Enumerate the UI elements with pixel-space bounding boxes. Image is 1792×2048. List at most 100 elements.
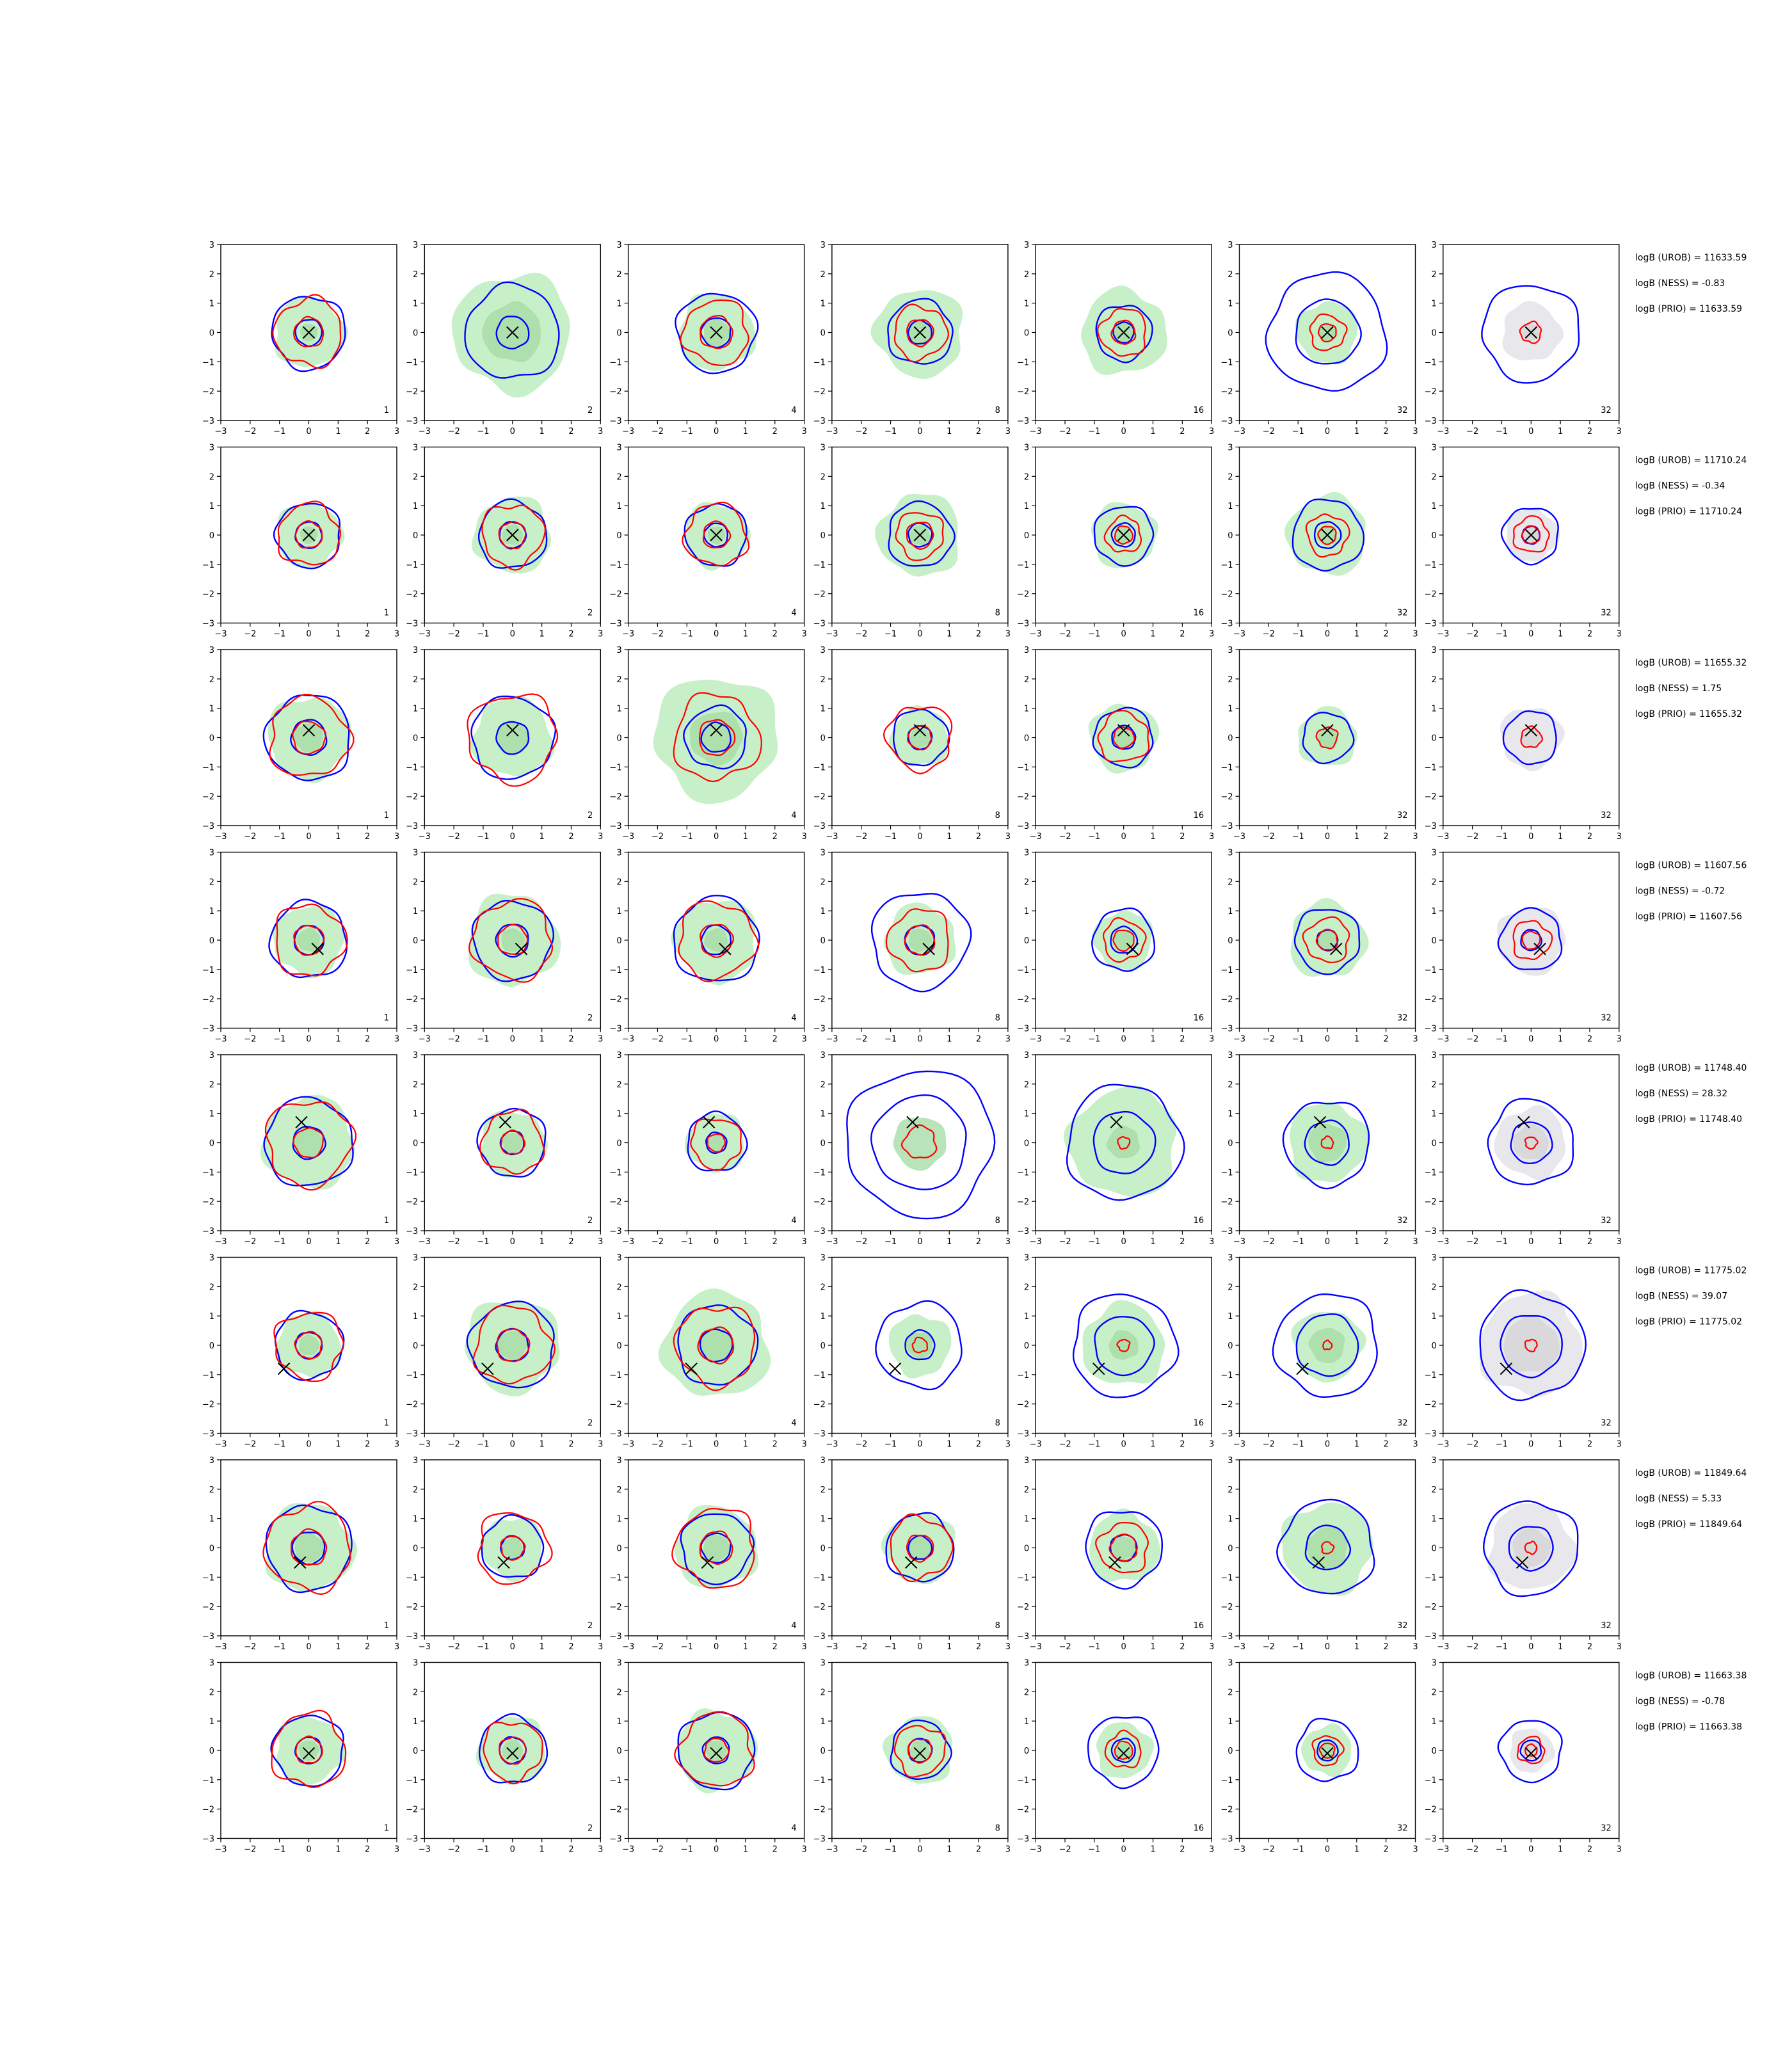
y-tick-label: −3 [1017,1430,1029,1439]
x-tick-label: 3 [1209,832,1214,842]
blue-contour-inner [1112,321,1135,344]
y-tick-label: −1 [1017,966,1029,975]
plot-area [883,1716,953,1784]
blue-contour-inner [699,1328,733,1363]
x-tick-label: 1 [1558,427,1563,436]
y-tick-label: −1 [1017,763,1029,772]
x-tick-label: 1 [1150,832,1155,842]
y-tick-label: −3 [813,1430,826,1439]
true-value-marker [294,1556,307,1569]
blue-contour-outer [478,1713,548,1784]
y-tick-label: −3 [609,1025,621,1034]
x-tick-label: 1 [1558,1440,1563,1450]
x-tick-label: 0 [1121,832,1126,842]
x-tick-label: −3 [1233,630,1245,639]
x-tick-label: 1 [539,1845,544,1855]
red-contour-inner [907,1738,932,1764]
x-tick-label: −1 [477,1440,489,1450]
density-fill-inner [1503,1315,1560,1372]
y-tick-label: 0 [413,1341,418,1351]
plot-area [870,290,963,380]
subplot-panel: −3 −2 −1 0 1 2 3 3 2 1 0 −1 −2 −3 8 [813,1659,1011,1855]
y-tick-label: −2 [609,1603,621,1612]
blue-contour-outer [1497,907,1563,970]
x-tick-label: −2 [652,1440,664,1450]
panel-note: 2 [588,1824,593,1834]
x-tick-label: −2 [1059,1237,1071,1247]
y-tick-label: −2 [1017,1805,1029,1815]
y-tick-label: −2 [609,1805,621,1815]
blue-contour-outer [1095,305,1153,364]
x-tick-label: 0 [714,1237,719,1247]
blue-contour-outer [1487,1098,1574,1186]
y-tick-label: −1 [813,1573,826,1583]
plot-area [1063,1084,1185,1201]
y-tick-label: −1 [202,1776,214,1786]
y-tick-label: 2 [1228,877,1233,887]
panel-note: 32 [1601,1621,1612,1631]
red-contour-outer [1524,1136,1539,1150]
subplot-panel: −3 −2 −1 0 1 2 3 3 2 1 0 −1 −2 −3 2 [406,1254,603,1450]
x-tick-label: 1 [1558,832,1563,842]
y-tick-label: −2 [406,387,418,397]
true-value-marker [1524,326,1538,339]
y-tick-label: 0 [413,1544,418,1554]
density-fill-inner [703,1535,731,1562]
x-tick-label: 2 [365,1642,370,1652]
y-tick-label: −2 [1220,792,1233,802]
x-tick-label: −3 [214,1642,227,1652]
blue-contour-outer [885,1512,955,1583]
blue-contour-inner [1510,1121,1553,1165]
y-tick-label: −1 [202,1573,214,1583]
red-contour-inner [700,315,733,349]
subplot-panel: −3 −2 −1 0 1 2 3 3 2 1 0 −1 −2 −3 4 [609,1254,806,1450]
y-tick-label: 0 [1024,1544,1029,1554]
plot-area [675,292,759,374]
y-tick-label: 2 [1024,1080,1029,1090]
density-fill-inner [502,1740,523,1761]
x-tick-label: 0 [1325,1237,1330,1247]
y-tick-label: 2 [616,877,621,887]
x-tick-label: 3 [1209,630,1214,639]
y-tick-label: 0 [1228,936,1233,946]
x-tick-label: 1 [947,427,952,436]
plot-area [1496,907,1566,976]
y-tick-label: 3 [1432,849,1437,858]
plot-area [846,1070,996,1220]
blue-contour-outer [265,1504,353,1594]
x-tick-label: 3 [1412,1440,1418,1450]
panel-note: 8 [995,609,1000,618]
true-value-marker [1321,529,1334,541]
red-contour-inner [497,924,529,955]
density-fill-inner [1112,1535,1136,1560]
blue-contour-outer [1497,1720,1563,1784]
y-tick-label: 3 [1024,1659,1029,1668]
y-tick-label: 1 [1228,300,1233,309]
x-tick-label: −2 [1466,630,1478,639]
red-contour-outer [1512,515,1550,553]
y-tick-label: 2 [1228,270,1233,280]
y-tick-label: 0 [1432,1341,1437,1351]
panel-note: 1 [384,811,389,820]
x-tick-label: −3 [1030,1440,1042,1450]
red-contour-outer [1302,916,1350,964]
row-stat-text: logB (UROB) = 11663.38 [1635,1671,1747,1681]
blue-contour-outer [268,899,348,979]
y-tick-label: 1 [413,1312,418,1322]
x-tick-label: −2 [244,1642,256,1652]
y-tick-label: −3 [1220,1227,1233,1236]
x-tick-label: 0 [1121,1035,1126,1044]
true-value-marker [1126,943,1139,956]
x-tick-label: 1 [1150,1237,1155,1247]
y-tick-label: 1 [1432,1110,1437,1119]
red-contour-inner [707,1133,726,1153]
y-tick-label: 3 [616,1659,621,1668]
x-tick-label: 2 [1180,832,1185,842]
y-tick-label: 0 [1432,1544,1437,1554]
x-tick-label: 0 [510,832,515,842]
x-tick-label: 1 [947,832,952,842]
x-tick-label: −3 [214,1845,227,1855]
plot-area [273,500,345,570]
y-tick-label: −2 [1220,995,1233,1005]
x-tick-label: 0 [306,427,311,436]
